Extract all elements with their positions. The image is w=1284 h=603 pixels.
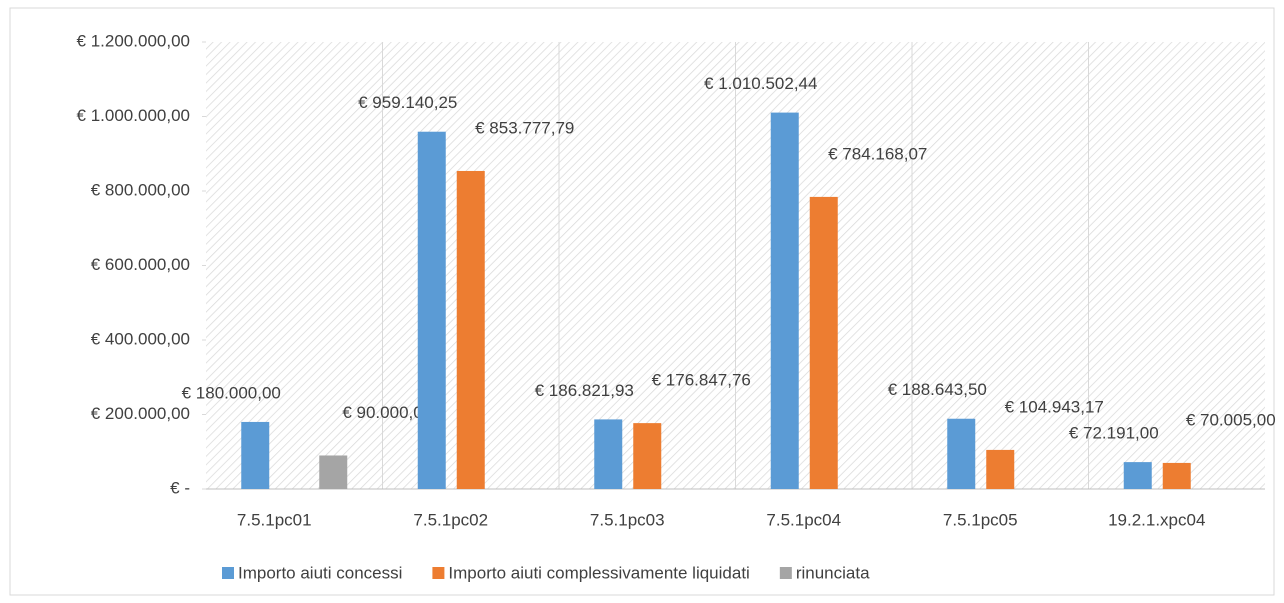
bar <box>986 449 1015 489</box>
bar <box>417 131 446 489</box>
x-tick-label: 19.2.1.xpc04 <box>1108 510 1205 529</box>
y-tick-label: € 1.200.000,00 <box>77 31 190 50</box>
x-tick-label: 7.5.1pc02 <box>413 510 488 529</box>
data-label: € 180.000,00 <box>182 383 281 402</box>
bar <box>809 196 838 489</box>
y-tick-label: € 400.000,00 <box>91 329 190 348</box>
bar <box>770 112 799 490</box>
legend-label: Importo aiuti concessi <box>238 563 402 582</box>
y-tick-label: € 200.000,00 <box>91 404 190 423</box>
data-label: € 1.010.502,44 <box>704 74 817 93</box>
y-tick-label: € 600.000,00 <box>91 255 190 274</box>
legend-swatch <box>222 567 234 579</box>
bar <box>947 418 976 489</box>
data-label: € 784.168,07 <box>828 144 927 163</box>
bar <box>241 421 270 489</box>
x-tick-label: 7.5.1pc05 <box>943 510 1018 529</box>
x-tick-label: 7.5.1pc03 <box>590 510 665 529</box>
y-tick-label: € 800.000,00 <box>91 180 190 199</box>
legend-swatch <box>779 567 792 579</box>
bar <box>319 455 348 489</box>
x-tick-label: 7.5.1pc01 <box>237 510 312 529</box>
y-tick-label: € 1.000.000,00 <box>77 106 190 125</box>
bar <box>1123 462 1152 489</box>
data-label: € 188.643,50 <box>888 380 987 399</box>
data-label: € 90.000,00 <box>342 403 432 422</box>
y-tick-label: € - <box>170 478 190 497</box>
data-label: € 70.005,00 <box>1186 410 1276 429</box>
legend-label: rinunciata <box>796 563 870 582</box>
data-label: € 959.140,25 <box>358 93 457 112</box>
legend-swatch <box>432 567 445 579</box>
data-label: € 104.943,17 <box>1005 397 1104 416</box>
bar <box>633 423 662 489</box>
bar <box>594 419 623 489</box>
data-label: € 186.821,93 <box>535 381 634 400</box>
bar <box>456 170 485 489</box>
data-label: € 853.777,79 <box>475 118 574 137</box>
data-label: € 72.191,00 <box>1069 424 1159 443</box>
bar <box>1162 462 1191 489</box>
data-label: € 176.847,76 <box>652 371 751 390</box>
x-tick-label: 7.5.1pc04 <box>766 510 841 529</box>
legend-label: Importo aiuti complessivamente liquidati <box>448 563 749 582</box>
